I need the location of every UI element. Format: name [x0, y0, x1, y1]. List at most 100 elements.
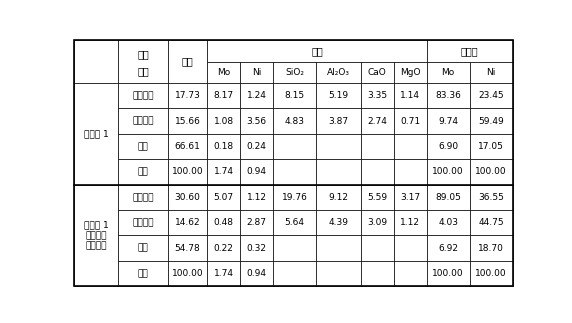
Bar: [74, 185, 118, 286]
Text: Mo: Mo: [442, 68, 455, 77]
Text: 0.32: 0.32: [247, 244, 267, 253]
Bar: [168, 109, 207, 134]
Bar: [273, 159, 316, 185]
Bar: [361, 261, 394, 286]
Bar: [316, 235, 361, 261]
Bar: [240, 210, 273, 235]
Text: 2.74: 2.74: [367, 117, 387, 126]
Bar: [118, 261, 168, 286]
Text: 9.12: 9.12: [328, 193, 348, 202]
Bar: [168, 210, 207, 235]
Bar: [240, 134, 273, 159]
Bar: [118, 134, 168, 159]
Bar: [470, 134, 513, 159]
Text: 鑂镁精矿: 鑂镁精矿: [132, 91, 154, 100]
Text: 1.14: 1.14: [400, 91, 420, 100]
Bar: [427, 210, 470, 235]
Text: 100.00: 100.00: [432, 167, 464, 176]
Text: SiO₂: SiO₂: [285, 68, 304, 77]
Bar: [470, 185, 513, 210]
Text: 8.15: 8.15: [285, 91, 305, 100]
Text: 44.75: 44.75: [478, 218, 504, 227]
Text: 2.87: 2.87: [247, 218, 267, 227]
Text: 23.45: 23.45: [478, 91, 504, 100]
Text: 1.08: 1.08: [214, 117, 234, 126]
Bar: [273, 185, 316, 210]
Bar: [240, 62, 273, 83]
Bar: [394, 109, 427, 134]
Text: 镁鑂精矿: 镁鑂精矿: [132, 117, 154, 126]
Text: 1.74: 1.74: [214, 269, 234, 278]
Text: 6.90: 6.90: [438, 142, 458, 151]
Bar: [207, 185, 240, 210]
Bar: [207, 261, 240, 286]
Text: CaO: CaO: [368, 68, 387, 77]
Bar: [361, 185, 394, 210]
Bar: [316, 83, 361, 109]
Text: 36.55: 36.55: [478, 193, 504, 202]
Bar: [207, 210, 240, 235]
Bar: [394, 235, 427, 261]
Text: 3.17: 3.17: [400, 193, 420, 202]
Text: 100.00: 100.00: [475, 167, 507, 176]
Bar: [168, 185, 207, 210]
Bar: [240, 159, 273, 185]
Text: 59.49: 59.49: [478, 117, 504, 126]
Text: 8.17: 8.17: [214, 91, 234, 100]
Bar: [361, 83, 394, 109]
Text: 镁鑂精矿: 镁鑂精矿: [132, 218, 154, 227]
Bar: [168, 83, 207, 109]
Bar: [316, 109, 361, 134]
Bar: [361, 159, 394, 185]
Text: 实施例 1: 实施例 1: [84, 130, 108, 138]
Bar: [316, 185, 361, 210]
Text: 0.94: 0.94: [247, 269, 267, 278]
Text: 5.19: 5.19: [328, 91, 348, 100]
Bar: [273, 210, 316, 235]
Bar: [74, 40, 118, 83]
Text: 83.36: 83.36: [435, 91, 461, 100]
Bar: [118, 109, 168, 134]
Bar: [207, 83, 240, 109]
Text: 回收率: 回收率: [461, 46, 478, 56]
Bar: [427, 40, 513, 62]
Bar: [470, 210, 513, 235]
Bar: [207, 40, 427, 62]
Text: 原矿: 原矿: [138, 269, 149, 278]
Text: 54.78: 54.78: [175, 244, 201, 253]
Bar: [168, 159, 207, 185]
Text: 0.18: 0.18: [214, 142, 234, 151]
Text: 6.92: 6.92: [438, 244, 458, 253]
Bar: [394, 83, 427, 109]
Text: 3.87: 3.87: [328, 117, 348, 126]
Text: 品位: 品位: [311, 46, 323, 56]
Bar: [427, 261, 470, 286]
Text: 0.71: 0.71: [400, 117, 420, 126]
Bar: [470, 83, 513, 109]
Bar: [316, 159, 361, 185]
Bar: [427, 235, 470, 261]
Bar: [240, 185, 273, 210]
Text: Mo: Mo: [217, 68, 231, 77]
Bar: [118, 185, 168, 210]
Bar: [394, 159, 427, 185]
Bar: [394, 185, 427, 210]
Bar: [361, 134, 394, 159]
Text: 1.74: 1.74: [214, 167, 234, 176]
Text: 89.05: 89.05: [435, 193, 461, 202]
Text: 比较例 1
不加炭质
物抑制剂: 比较例 1 不加炭质 物抑制剂: [84, 221, 108, 250]
Bar: [118, 40, 168, 83]
Bar: [273, 109, 316, 134]
Bar: [207, 134, 240, 159]
Text: 100.00: 100.00: [475, 269, 507, 278]
Bar: [207, 235, 240, 261]
Bar: [361, 210, 394, 235]
Bar: [427, 185, 470, 210]
Text: 17.05: 17.05: [478, 142, 504, 151]
Text: 100.00: 100.00: [172, 167, 204, 176]
Text: 5.07: 5.07: [214, 193, 234, 202]
Bar: [470, 235, 513, 261]
Bar: [118, 83, 168, 109]
Bar: [240, 235, 273, 261]
Bar: [427, 134, 470, 159]
